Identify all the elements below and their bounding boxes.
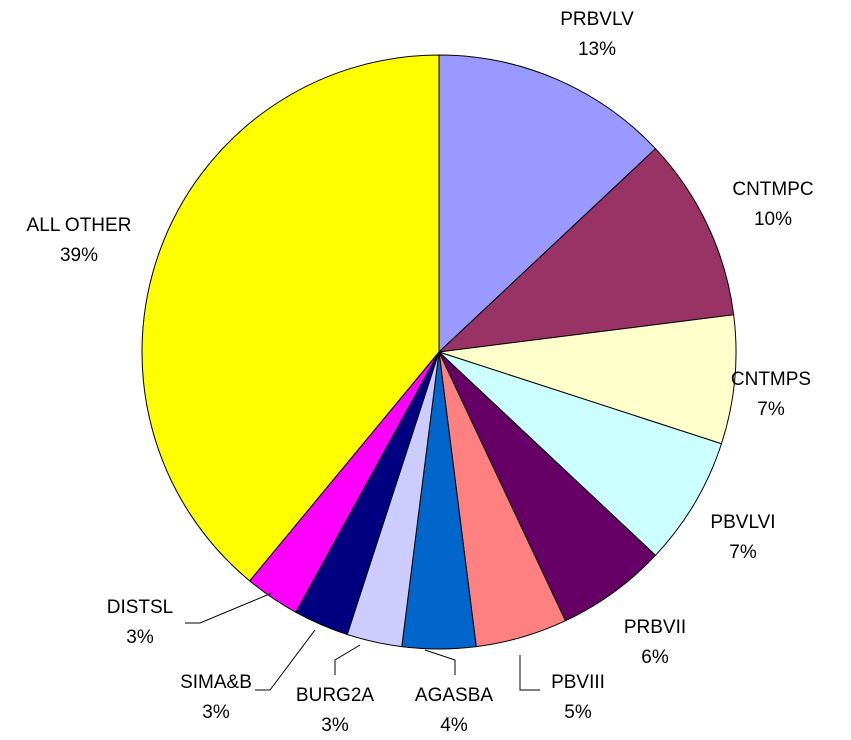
slice-value-label: 5%	[564, 702, 592, 723]
slice-label: SIMA&B	[180, 672, 252, 693]
leader-line	[255, 629, 316, 691]
slice-value-label: 10%	[754, 209, 792, 230]
slice-value-label: 7%	[757, 399, 785, 420]
slice-label: AGASBA	[415, 685, 493, 706]
slice-value-label: 3%	[202, 702, 230, 723]
slice-value-label: 13%	[578, 39, 616, 60]
slice-label: DISTSL	[107, 597, 174, 618]
slice-label: CNTMPS	[731, 369, 811, 390]
slice-value-label: 3%	[126, 627, 154, 648]
pie-slice	[437, 147, 735, 353]
slice-label: PBVIII	[551, 672, 605, 693]
pie-slice	[141, 54, 440, 582]
pie-slice	[438, 54, 657, 354]
leader-line	[185, 592, 273, 624]
slice-value-label: 6%	[641, 647, 669, 668]
slice-label: PRBVII	[624, 617, 686, 638]
slice-label: BURG2A	[296, 685, 374, 706]
slice-label: ALL OTHER	[27, 215, 132, 236]
pie-slice	[438, 351, 723, 557]
pie-slice	[438, 314, 737, 445]
slice-label: PBVLVI	[710, 512, 775, 533]
slice-value-label: 39%	[60, 245, 98, 266]
slice-label: CNTMPC	[732, 179, 813, 200]
slice-value-label: 7%	[729, 542, 757, 563]
leader-line	[334, 644, 361, 675]
leader-line	[519, 655, 540, 691]
slice-value-label: 3%	[321, 715, 349, 736]
slice-label: PRBVLV	[560, 9, 634, 30]
leader-line	[424, 649, 456, 675]
slice-value-label: 4%	[440, 715, 468, 736]
